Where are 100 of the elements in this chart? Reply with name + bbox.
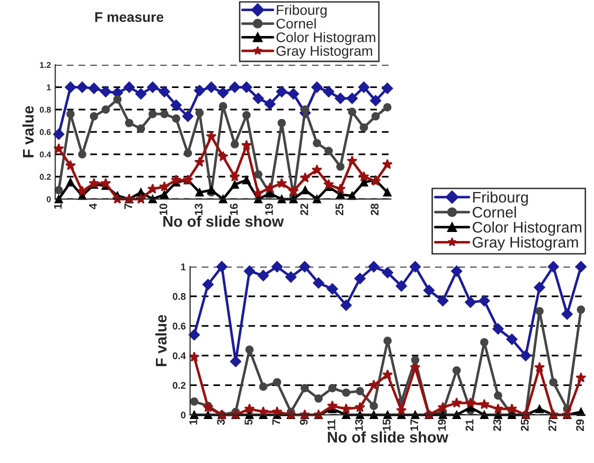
legend-label: Gray Histogram (276, 46, 372, 59)
point (170, 174, 182, 185)
point (301, 105, 310, 114)
point (147, 82, 158, 93)
point (478, 398, 490, 410)
y-axis-title: F value (22, 106, 34, 158)
y-tick-label: 0 (180, 412, 186, 418)
x-tick-label: 5 (244, 419, 252, 425)
point (382, 158, 393, 170)
y-tick-label: 0.2 (40, 174, 51, 180)
point (383, 336, 392, 345)
legend-label: Cornel (472, 206, 516, 218)
x-tick-label: 25 (336, 204, 344, 216)
x-tick-label: 13 (355, 419, 363, 431)
point (207, 186, 216, 194)
x-tick-label: 4 (89, 203, 97, 210)
point (368, 380, 380, 390)
point (202, 278, 214, 290)
point (194, 84, 206, 96)
point (100, 86, 112, 98)
point (356, 410, 364, 420)
point (494, 391, 502, 400)
point (66, 110, 75, 118)
point (410, 362, 421, 372)
point (230, 180, 239, 189)
point (135, 88, 147, 100)
point (252, 92, 264, 104)
point (184, 149, 192, 158)
point (492, 323, 504, 335)
point (492, 403, 504, 414)
point (423, 284, 435, 296)
point (396, 280, 407, 292)
point (148, 194, 157, 204)
point (90, 112, 98, 120)
point (229, 82, 240, 93)
x-tick-label: 7 (124, 204, 132, 209)
point (354, 402, 366, 412)
point (312, 194, 322, 204)
legend-label: Gray Histogram (472, 236, 578, 251)
point (383, 188, 392, 197)
x-tick-label: 21 (466, 419, 474, 431)
legend-label: Fribourg (276, 4, 327, 18)
legend-label: Color Histogram (276, 32, 376, 45)
point (438, 402, 448, 412)
point (245, 345, 254, 354)
x-axis-title: No of slide show (328, 431, 448, 443)
point (438, 410, 447, 420)
point (125, 118, 134, 128)
point (534, 282, 546, 294)
point (65, 160, 76, 170)
legend-label: Color Histogram (472, 221, 582, 236)
x-tick-label: 13 (194, 204, 203, 215)
point (340, 403, 352, 414)
point (230, 356, 242, 368)
point (411, 410, 420, 420)
x-tick-label: 7 (272, 420, 280, 425)
point (410, 261, 421, 272)
point (88, 82, 100, 94)
point (240, 82, 252, 93)
point (218, 151, 228, 162)
point (562, 308, 573, 320)
point (480, 338, 488, 346)
point (194, 156, 205, 167)
x-tick-label: 17 (410, 420, 418, 431)
y-tick-label: 0.4 (40, 152, 52, 158)
point (360, 123, 368, 132)
point (78, 150, 86, 158)
point (276, 178, 288, 188)
point (300, 384, 309, 392)
point (278, 118, 286, 128)
point (326, 283, 338, 295)
point (382, 267, 394, 278)
point (242, 176, 251, 184)
x-tick-label: 1 (54, 204, 62, 209)
point (230, 140, 239, 148)
point (148, 110, 157, 118)
point (190, 410, 198, 420)
point (285, 271, 297, 283)
point (217, 87, 229, 98)
legend-label: Fribourg (473, 191, 528, 206)
point (506, 334, 518, 345)
point (276, 86, 288, 98)
point (288, 88, 300, 100)
y-tick-label: 0.2 (172, 382, 186, 389)
x-tick-label: 3 (216, 419, 225, 425)
point (195, 108, 204, 118)
point (549, 378, 558, 386)
point (312, 164, 322, 175)
point (346, 92, 358, 104)
point (100, 178, 112, 188)
point (451, 266, 462, 277)
y-tick-label: 1.2 (40, 62, 51, 68)
point (242, 111, 251, 120)
point (190, 397, 198, 406)
point (346, 155, 358, 166)
x-tick-label: 11 (328, 419, 336, 430)
point (396, 404, 407, 416)
point (188, 352, 200, 362)
point (252, 188, 264, 198)
point (465, 397, 476, 408)
